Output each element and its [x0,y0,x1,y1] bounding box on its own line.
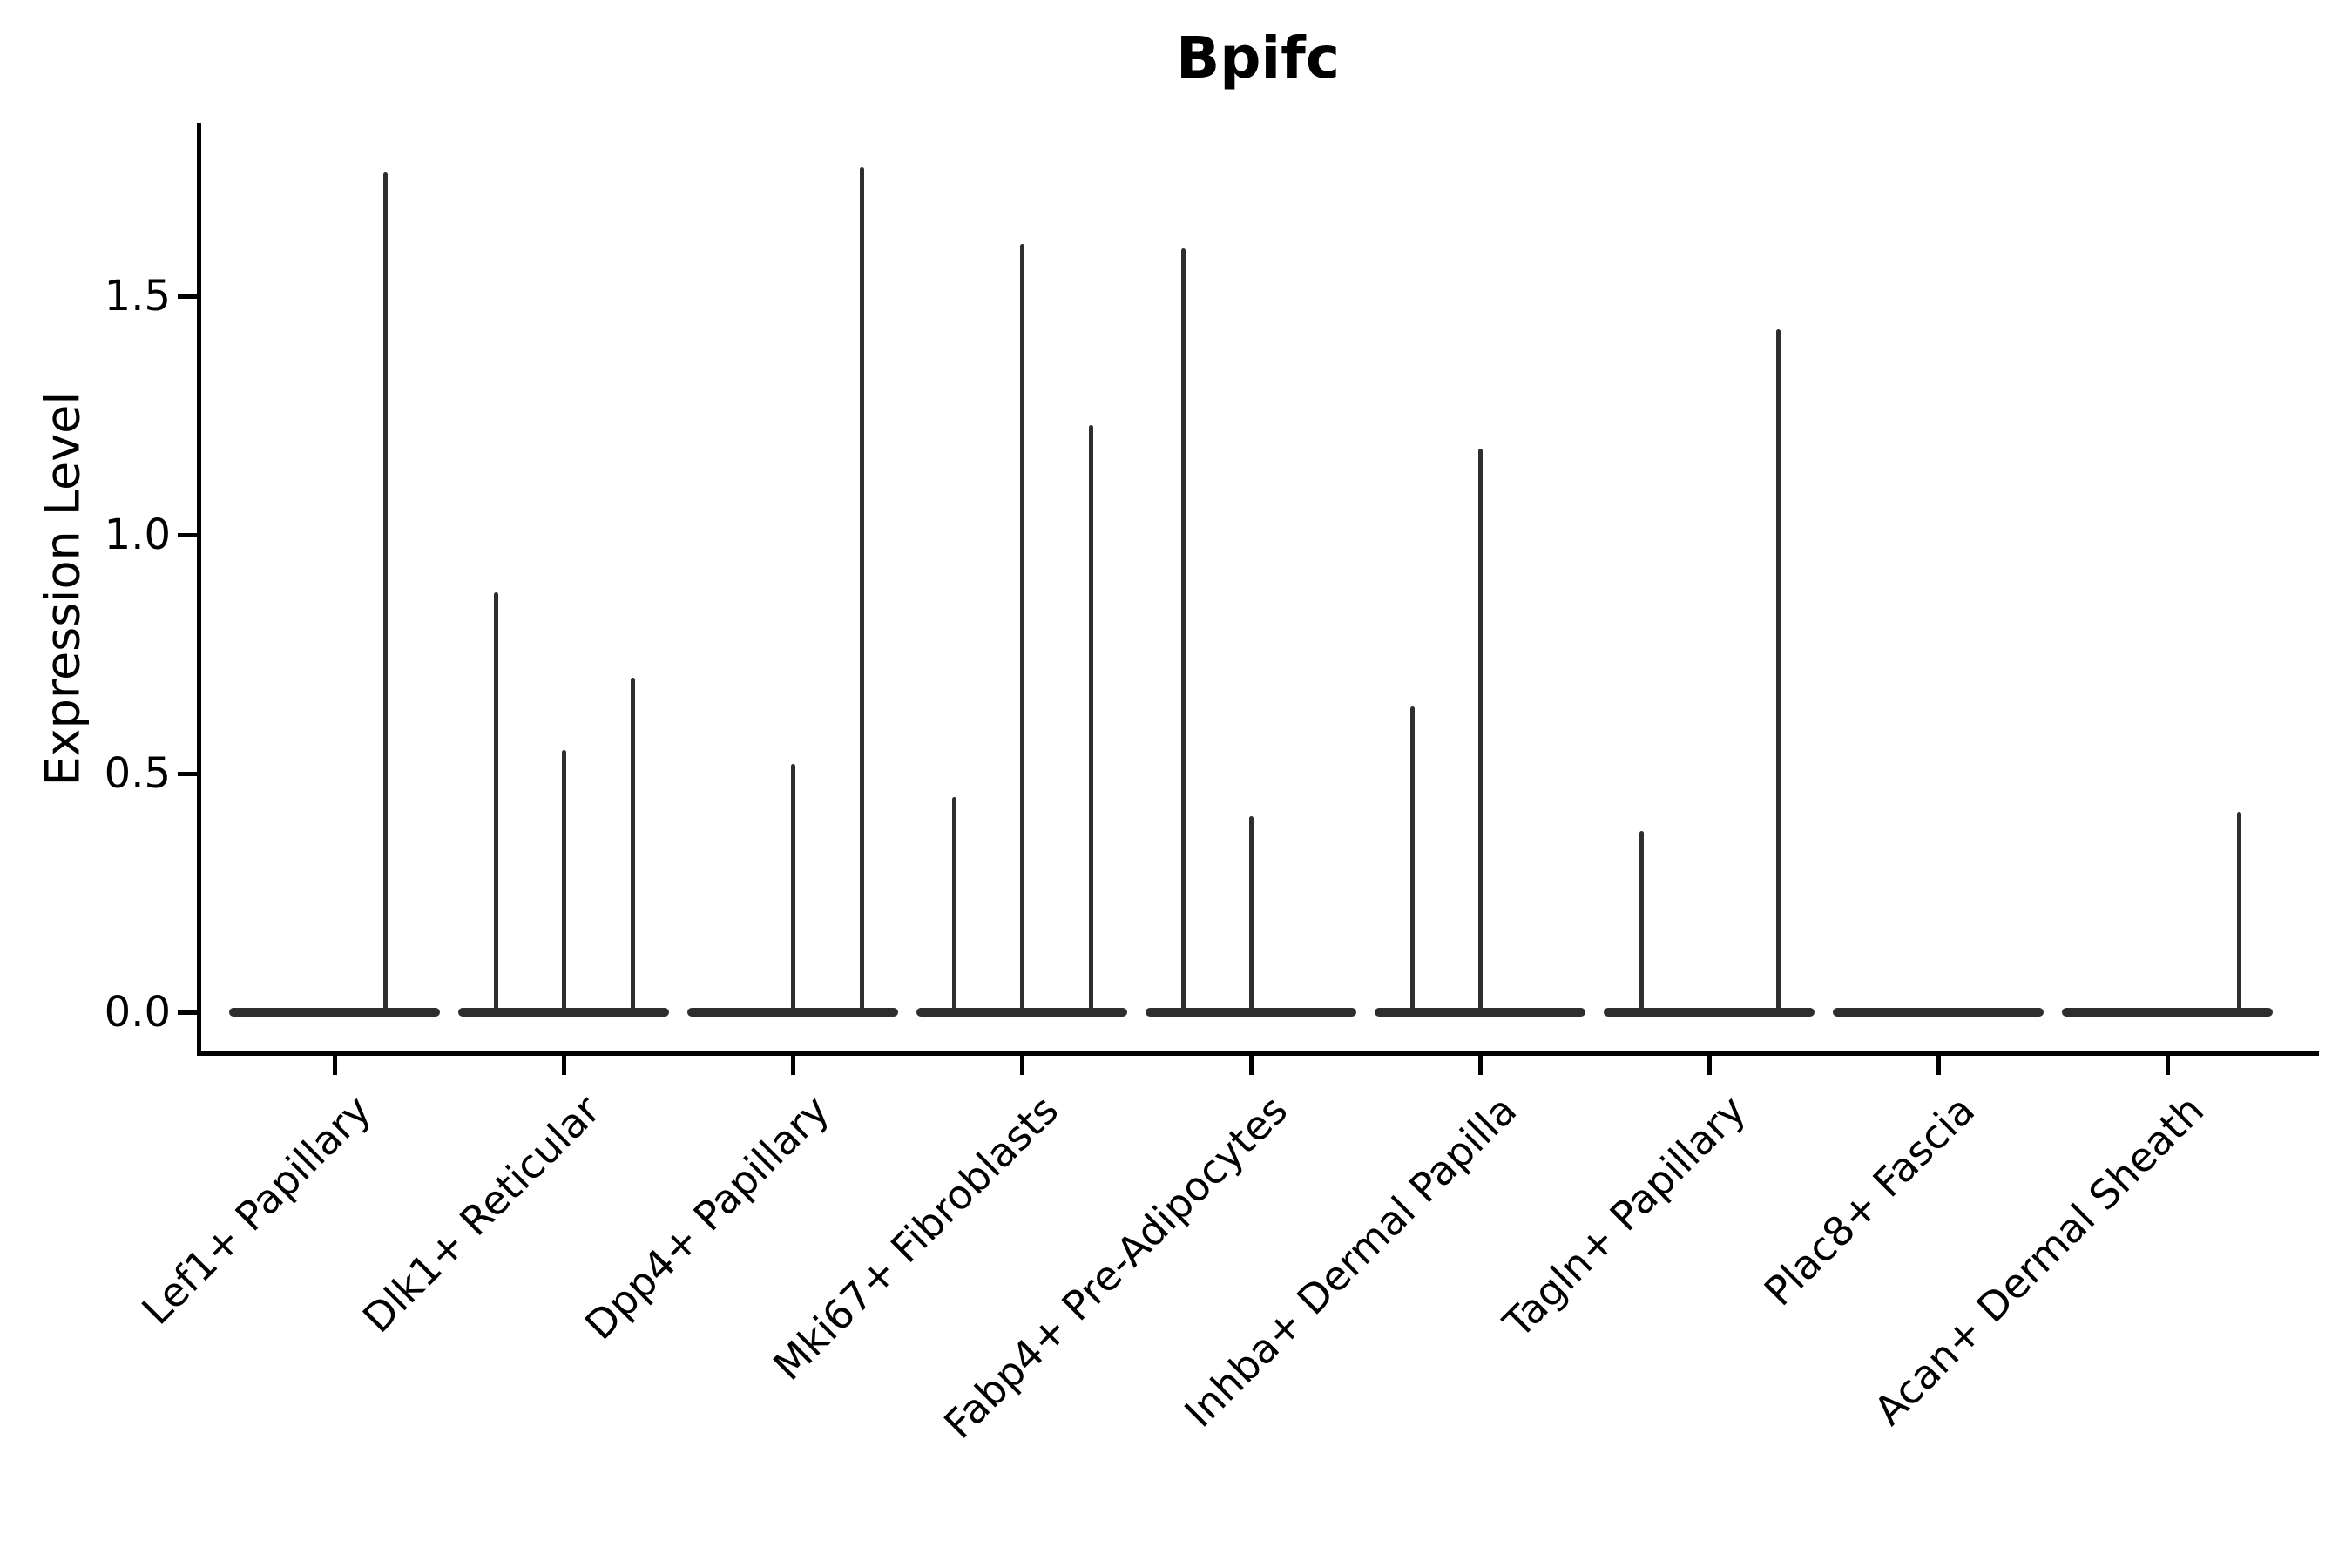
violin-spike [1639,830,1645,1015]
violin-spike [631,678,636,1015]
violin-spike [1019,243,1024,1015]
y-tick-mark [178,294,197,299]
violin-body [1604,1008,1815,1017]
x-tick-label: Dpp4+ Papillary [575,1086,839,1349]
y-axis-spine [197,123,201,1056]
violin-body [1833,1008,2044,1017]
violin-spike [952,797,957,1015]
violin-body [2062,1008,2273,1017]
x-tick-mark [1019,1056,1024,1075]
x-tick-mark [1936,1056,1941,1075]
violin-spike [860,167,865,1015]
y-tick-label: 1.0 [104,510,171,559]
x-tick-mark [1248,1056,1254,1075]
violin-spike [1410,706,1416,1015]
y-tick-mark [178,532,197,537]
x-tick-mark [561,1056,566,1075]
violin-spike [1089,424,1094,1015]
violin-body [229,1008,440,1017]
violin-spike [1477,449,1483,1015]
y-tick-label: 1.5 [104,272,171,321]
x-tick-mark [2165,1056,2170,1075]
violin-spike [1181,248,1186,1015]
x-tick-mark [332,1056,337,1075]
chart-title: Bpifc [1175,24,1341,91]
x-tick-mark [1707,1056,1712,1075]
violin-spike [561,749,566,1015]
violin-spike [2236,811,2241,1015]
y-tick-label: 0.0 [104,988,171,1037]
x-tick-label: Plac8+ Fascia [1754,1086,1984,1315]
x-axis-spine [197,1051,2319,1056]
violin-spike [494,591,499,1015]
violin-spike [1248,816,1254,1015]
violin-spike [382,172,388,1015]
x-tick-mark [790,1056,795,1075]
x-tick-mark [1477,1056,1483,1075]
violin-spike [790,764,795,1015]
y-tick-mark [178,1010,197,1015]
x-tick-label: Tagln+ Papillary [1494,1086,1755,1347]
y-axis-label: Expression Level [35,391,91,787]
y-tick-label: 0.5 [104,749,171,798]
y-tick-mark [178,771,197,776]
violin-spike [1776,329,1781,1015]
x-tick-label: Lef1+ Papillary [132,1086,381,1334]
x-tick-label: Dlk1+ Reticular [353,1086,610,1342]
